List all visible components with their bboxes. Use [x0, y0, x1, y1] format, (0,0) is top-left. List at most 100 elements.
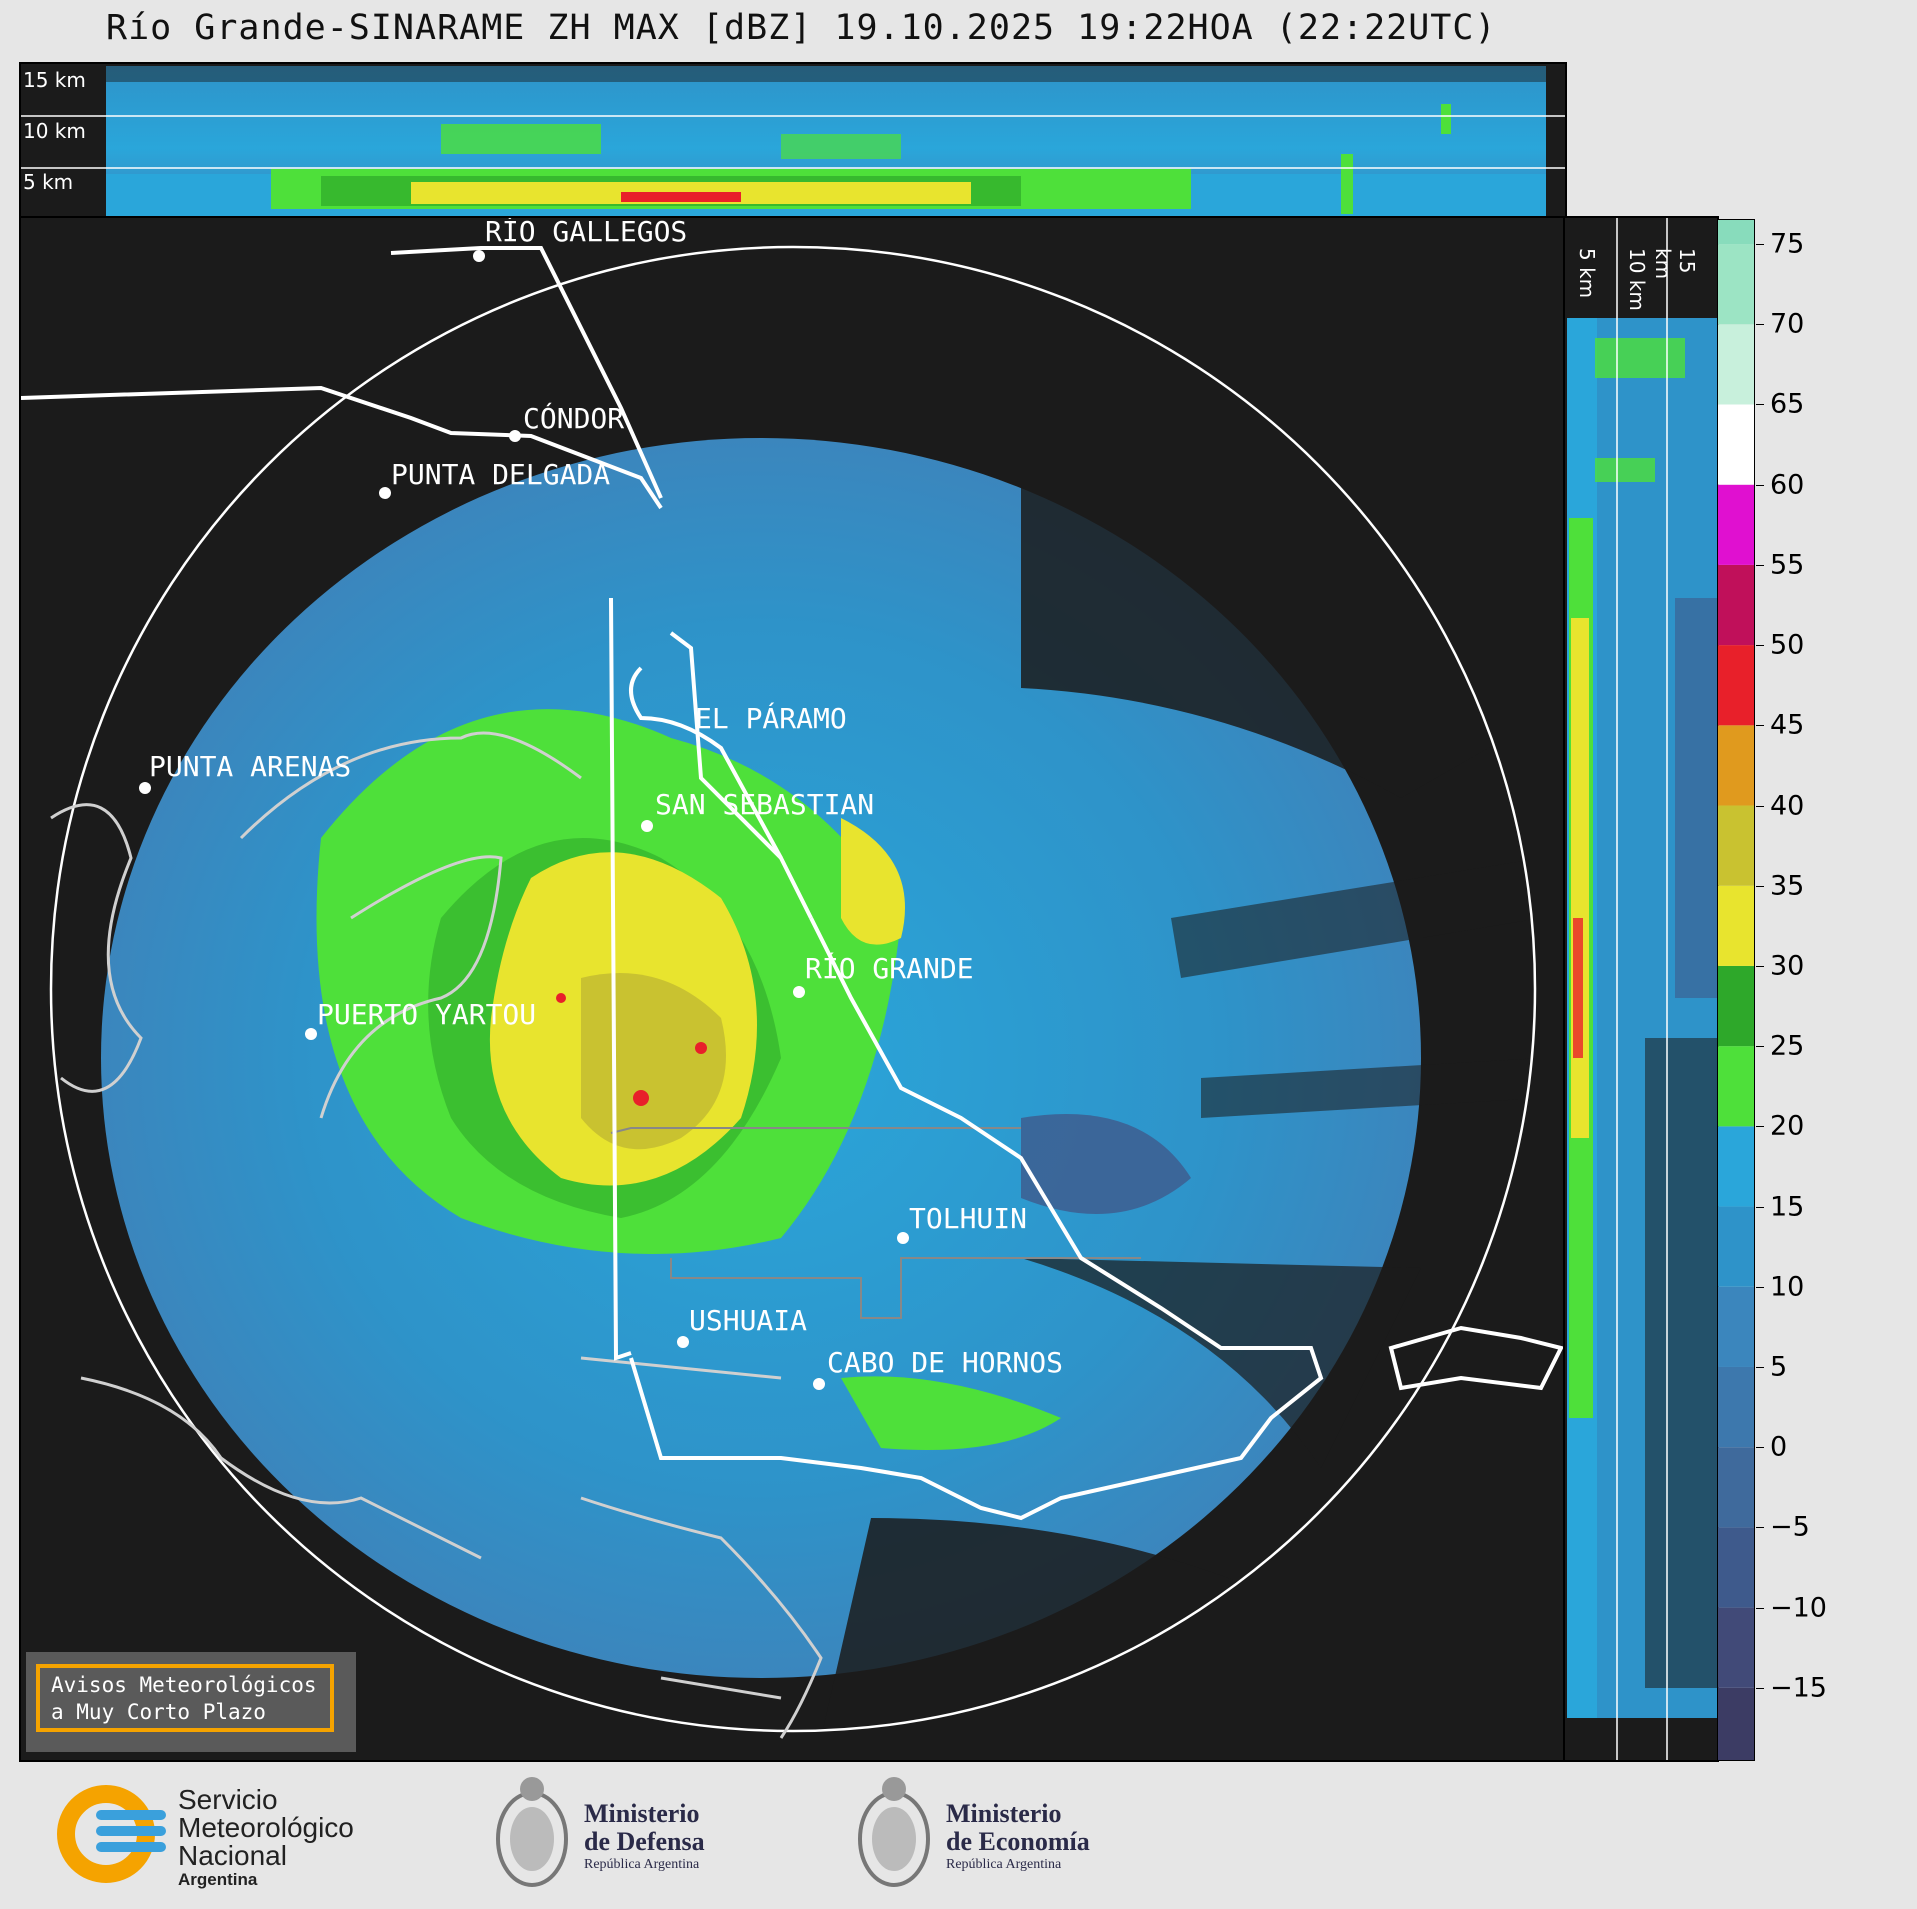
economia-line3: República Argentina: [946, 1857, 1062, 1872]
coastlines: [50, 731, 823, 1739]
city-label-puerto-yartou: PUERTO YARTOU: [317, 998, 537, 1031]
colorbar-tick-label: 5: [1770, 1351, 1788, 1383]
colorbar-tick-label: 0: [1770, 1431, 1788, 1463]
colorbar-tick-label: 10: [1770, 1271, 1805, 1303]
colorbar-tick: [1756, 1366, 1764, 1368]
colorbar-band: [1718, 244, 1754, 325]
defensa-line3: República Argentina: [584, 1857, 700, 1872]
city-label-rio-gallegos: RÍO GALLEGOS: [485, 216, 688, 248]
colorbar-tick: [1756, 324, 1764, 326]
aviso-line2: a Muy Corto Plazo: [51, 1700, 266, 1724]
side-cross-section-echoes: [1567, 218, 1717, 1760]
city-marker-punta-arenas: [139, 782, 151, 794]
radar-map-panel[interactable]: RÍO GALLEGOS CÓNDOR PUNTA DELGADA EL PÁR…: [19, 216, 1567, 1762]
smn-logo-text: Servicio Meteorológico Nacional Argentin…: [178, 1786, 354, 1890]
map-title: Río Grande-SINARAME ZH MAX [dBZ] 19.10.2…: [106, 8, 1497, 48]
colorbar-tick: [1756, 404, 1764, 406]
colorbar-tick: [1756, 1687, 1764, 1689]
colorbar-tick: [1756, 805, 1764, 807]
colorbar-tick-label: 20: [1770, 1110, 1805, 1142]
colorbar-band: [1718, 1447, 1754, 1528]
colorbar-tick: [1756, 484, 1764, 486]
colorbar-tick: [1756, 1046, 1764, 1048]
colorbar-tick: [1756, 1126, 1764, 1128]
city-marker-cabo-de-hornos: [813, 1378, 825, 1390]
city-label-rio-grande: RÍO GRANDE: [805, 952, 974, 985]
radar-reflectivity-map: [21, 245, 1564, 1739]
colorbar-tick-label: 45: [1770, 709, 1805, 741]
reflectivity-colorbar: [1717, 219, 1755, 1761]
defensa-logo-text: Ministerio de Defensa República Argentin…: [584, 1800, 705, 1874]
colorbar-tick-label: 25: [1770, 1030, 1805, 1062]
side-altitude-label-5km: 5 km: [1575, 248, 1599, 299]
echo-field: [51, 418, 1535, 1731]
colorbar-tick-label: 65: [1770, 388, 1805, 420]
city-marker-ushuaia: [677, 1336, 689, 1348]
defensa-line2: de Defensa: [584, 1827, 705, 1856]
colorbar-tick-label: 60: [1770, 469, 1805, 501]
colorbar-tick-label: 75: [1770, 228, 1805, 260]
colorbar-tick: [1756, 1527, 1764, 1529]
colorbar-band: [1718, 645, 1754, 726]
aviso-box[interactable]: Avisos Meteorológicos a Muy Corto Plazo: [26, 1652, 356, 1752]
city-marker-condor: [509, 430, 521, 442]
colorbar-tick: [1756, 244, 1764, 246]
city-label-el-paramo: EL PÁRAMO: [695, 702, 847, 735]
colorbar-tick: [1756, 564, 1764, 566]
city-label-tolhuin: TOLHUIN: [909, 1202, 1028, 1235]
colorbar-band: [1718, 1687, 1754, 1760]
colorbar-band: [1718, 805, 1754, 886]
economia-line2: de Economía: [946, 1827, 1090, 1856]
colorbar-tick-label: −10: [1770, 1592, 1827, 1624]
colorbar-tick: [1756, 1447, 1764, 1449]
colorbar-tick-label: 50: [1770, 629, 1805, 661]
side-cross-section-panel: 5 km 10 km 15 km: [1563, 216, 1719, 1762]
colorbar-tick-label: 40: [1770, 790, 1805, 822]
smn-logo: [56, 1784, 166, 1888]
colorbar-tick: [1756, 1607, 1764, 1609]
colorbar-tick: [1756, 725, 1764, 727]
city-label-punta-delgada: PUNTA DELGADA: [391, 458, 611, 491]
defensa-seal-icon: [494, 1775, 570, 1899]
colorbar-gradient: [1718, 220, 1754, 1760]
colorbar-tick-label: 35: [1770, 870, 1805, 902]
colorbar-tick-label: −15: [1770, 1672, 1827, 1704]
city-marker-rio-grande: [793, 986, 805, 998]
colorbar-band: [1718, 885, 1754, 966]
colorbar-tick: [1756, 1286, 1764, 1288]
city-marker-punta-delgada: [379, 487, 391, 499]
aviso-inner[interactable]: Avisos Meteorológicos a Muy Corto Plazo: [36, 1664, 334, 1732]
colorbar-band: [1718, 324, 1754, 405]
colorbar-tick: [1756, 645, 1764, 647]
side-altitude-label-10km: 10 km: [1625, 248, 1649, 311]
colorbar-tick-label: −5: [1770, 1511, 1810, 1543]
boundaries: [21, 246, 1564, 1521]
altitude-label-15km: 15 km: [23, 68, 86, 92]
colorbar-tick: [1756, 1206, 1764, 1208]
colorbar-tick-label: 70: [1770, 308, 1805, 340]
city-marker-rio-gallegos: [473, 250, 485, 262]
city-label-cabo-de-hornos: CABO DE HORNOS: [827, 1346, 1064, 1379]
smn-logo-icon: [57, 1785, 166, 1883]
smn-line2: Meteorológico: [178, 1812, 354, 1843]
altitude-label-10km: 10 km: [23, 119, 86, 143]
colorbar-band: [1718, 725, 1754, 806]
smn-line4: Argentina: [178, 1870, 258, 1889]
colorbar-band: [1718, 1126, 1754, 1207]
top-cross-section-panel: 15 km 10 km 5 km: [19, 62, 1567, 218]
colorbar-band: [1718, 965, 1754, 1047]
side-altitude-label-15km: 15 km: [1651, 248, 1699, 280]
colorbar-tick: [1756, 885, 1764, 887]
colorbar-band: [1718, 1527, 1754, 1608]
city-label-ushuaia: USHUAIA: [689, 1304, 808, 1337]
smn-line3: Nacional: [178, 1840, 287, 1871]
city-label-condor: CÓNDOR: [523, 402, 625, 435]
city-marker-tolhuin: [897, 1232, 909, 1244]
economia-logo-text: Ministerio de Economía República Argenti…: [946, 1800, 1090, 1874]
colorbar-band: [1718, 404, 1754, 485]
colorbar-band: [1718, 1607, 1754, 1688]
colorbar-band: [1718, 1206, 1754, 1287]
colorbar-tick: [1756, 965, 1764, 967]
colorbar-tick-label: 30: [1770, 950, 1805, 982]
colorbar-band: [1718, 220, 1754, 245]
